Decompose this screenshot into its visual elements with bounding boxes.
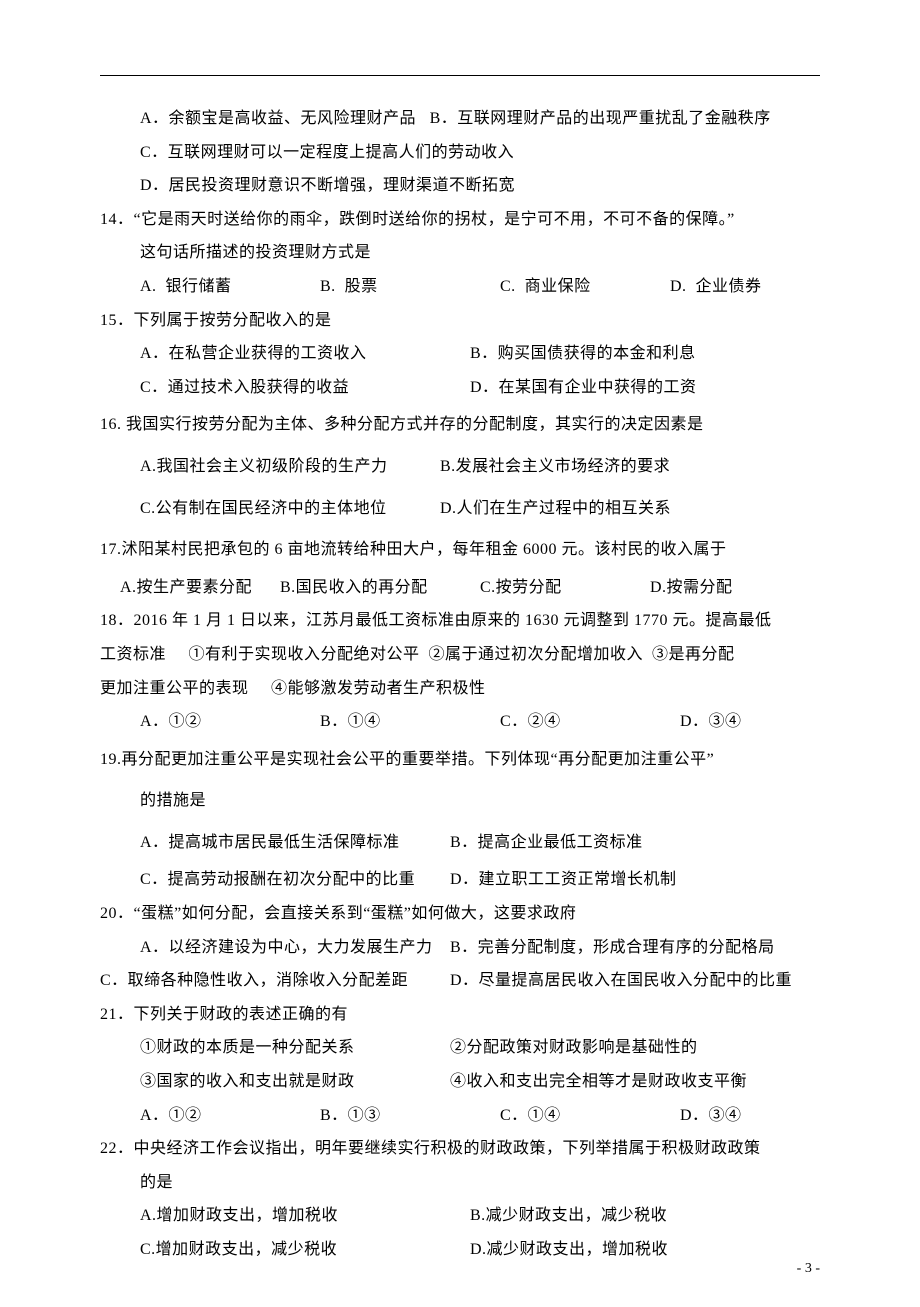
q14-stem-2: 这句话所描述的投资理财方式是 bbox=[100, 236, 820, 270]
q14-opt-b: B. 股票 bbox=[320, 270, 500, 304]
q19-opt-d: D．建立职工工资正常增长机制 bbox=[450, 871, 677, 888]
q15-opt-d: D．在某国有企业中获得的工资 bbox=[470, 379, 697, 396]
q15-row-cd: C．通过技术入股获得的收益D．在某国有企业中获得的工资 bbox=[100, 371, 820, 405]
q19-opt-b: B．提高企业最低工资标准 bbox=[450, 834, 643, 851]
q20-opt-b: B．完善分配制度，形成合理有序的分配格局 bbox=[450, 939, 775, 956]
q15-row-ab: A．在私营企业获得的工资收入B．购买国债获得的本金和利息 bbox=[100, 337, 820, 371]
q22-opt-d: D.减少财政支出，增加税收 bbox=[470, 1241, 668, 1258]
top-rule bbox=[100, 75, 820, 76]
q21-opt-d: D．③④ bbox=[680, 1099, 742, 1133]
q18-stem-2: 工资标准 ①有利于实现收入分配绝对公平 ②属于通过初次分配增加收入 ③是再分配 bbox=[100, 638, 820, 672]
q20-row-ab: A．以经济建设为中心，大力发展生产力B．完善分配制度，形成合理有序的分配格局 bbox=[100, 931, 820, 965]
q17-opt-d: D.按需分配 bbox=[650, 579, 733, 596]
q19-row-ab: A．提高城市居民最低生活保障标准B．提高企业最低工资标准 bbox=[100, 822, 820, 864]
q18-opt-c: C．②④ bbox=[500, 705, 680, 739]
q21-o1: ①财政的本质是一种分配关系 bbox=[140, 1031, 450, 1065]
q17-opt-c: C.按劳分配 bbox=[480, 571, 650, 605]
q16-row-cd: C.公有制在国民经济中的主体地位D.人们在生产过程中的相互关系 bbox=[100, 488, 820, 530]
q18-stem-1: 18．2016 年 1 月 1 日以来，江苏月最低工资标准由原来的 1630 元… bbox=[100, 604, 820, 638]
q15-opt-b: B．购买国债获得的本金和利息 bbox=[470, 345, 696, 362]
q16-opt-b: B.发展社会主义市场经济的要求 bbox=[440, 458, 670, 475]
q22-opt-b: B.减少财政支出，减少税收 bbox=[470, 1207, 667, 1224]
q14-stem-1: 14．“它是雨天时送给你的雨伞，跌倒时送给你的拐杖，是宁可不用，不可不备的保障。… bbox=[100, 203, 820, 237]
q19-stem-2: 的措施是 bbox=[100, 780, 820, 822]
q21-opt-a: A．①② bbox=[140, 1099, 320, 1133]
q19-opt-c: C．提高劳动报酬在初次分配中的比重 bbox=[140, 863, 450, 897]
q22-row-cd: C.增加财政支出，减少税收D.减少财政支出，增加税收 bbox=[100, 1233, 820, 1267]
q21-stem: 21．下列关于财政的表述正确的有 bbox=[100, 998, 820, 1032]
q18-opt-a: A．①② bbox=[140, 705, 320, 739]
q21-options: A．①② B．①③ C．①④ D．③④ bbox=[100, 1099, 820, 1133]
q18-options: A．①② B．①④ C．②④ D．③④ bbox=[100, 705, 820, 739]
q21-o3: ③国家的收入和支出就是财政 bbox=[140, 1065, 450, 1099]
q22-stem-2: 的是 bbox=[100, 1166, 820, 1200]
q21-row-34: ③国家的收入和支出就是财政④收入和支出完全相等才是财政收支平衡 bbox=[100, 1065, 820, 1099]
q19-stem-1: 19.再分配更加注重公平是实现社会公平的重要举措。下列体现“再分配更加注重公平” bbox=[100, 739, 820, 781]
q14-opt-a: A. 银行储蓄 bbox=[140, 270, 320, 304]
q17-opt-b: B.国民收入的再分配 bbox=[280, 571, 480, 605]
q14-opt-c: C. 商业保险 bbox=[500, 270, 670, 304]
q20-row-cd: C．取缔各种隐性收入，消除收入分配差距D．尽量提高居民收入在国民收入分配中的比重 bbox=[100, 964, 820, 998]
q13-opt-d: D．居民投资理财意识不断增强，理财渠道不断拓宽 bbox=[100, 169, 820, 203]
q18-opt-d: D．③④ bbox=[680, 705, 742, 739]
q17-stem: 17.沭阳某村民把承包的 6 亩地流转给种田大户，每年租金 6000 元。该村民… bbox=[100, 529, 820, 571]
q16-opt-c: C.公有制在国民经济中的主体地位 bbox=[140, 488, 440, 530]
q13-opt-a: A．余额宝是高收益、无风险理财产品 bbox=[140, 110, 416, 127]
q14-opt-d: D. 企业债券 bbox=[670, 270, 762, 304]
q22-opt-a: A.增加财政支出，增加税收 bbox=[140, 1199, 470, 1233]
q15-stem: 15．下列属于按劳分配收入的是 bbox=[100, 304, 820, 338]
q22-stem-1: 22．中央经济工作会议指出，明年要继续实行积极的财政政策，下列举措属于积极财政政… bbox=[100, 1132, 820, 1166]
q17-opt-a: A.按生产要素分配 bbox=[120, 571, 280, 605]
q16-opt-a: A.我国社会主义初级阶段的生产力 bbox=[140, 446, 440, 488]
q13-opt-b: B．互联网理财产品的出现严重扰乱了金融秩序 bbox=[430, 110, 771, 127]
q13-opt-c: C．互联网理财可以一定程度上提高人们的劳动收入 bbox=[100, 136, 820, 170]
q20-opt-d: D．尽量提高居民收入在国民收入分配中的比重 bbox=[450, 972, 792, 989]
q18-stem-3: 更加注重公平的表现 ④能够激发劳动者生产积极性 bbox=[100, 672, 820, 706]
q16-opt-d: D.人们在生产过程中的相互关系 bbox=[440, 500, 671, 517]
q21-opt-b: B．①③ bbox=[320, 1099, 500, 1133]
q22-opt-c: C.增加财政支出，减少税收 bbox=[140, 1233, 470, 1267]
q21-row-12: ①财政的本质是一种分配关系②分配政策对财政影响是基础性的 bbox=[100, 1031, 820, 1065]
q16-stem: 16. 我国实行按劳分配为主体、多种分配方式并存的分配制度，其实行的决定因素是 bbox=[100, 404, 820, 446]
q21-o4: ④收入和支出完全相等才是财政收支平衡 bbox=[450, 1073, 747, 1090]
q13-row-ab: A．余额宝是高收益、无风险理财产品 B．互联网理财产品的出现严重扰乱了金融秩序 bbox=[100, 102, 820, 136]
q19-row-cd: C．提高劳动报酬在初次分配中的比重D．建立职工工资正常增长机制 bbox=[100, 863, 820, 897]
q21-o2: ②分配政策对财政影响是基础性的 bbox=[450, 1039, 698, 1056]
q18-opt-b: B．①④ bbox=[320, 705, 500, 739]
q15-opt-c: C．通过技术入股获得的收益 bbox=[140, 371, 470, 405]
q14-options: A. 银行储蓄 B. 股票 C. 商业保险 D. 企业债券 bbox=[100, 270, 820, 304]
q20-opt-c: C．取缔各种隐性收入，消除收入分配差距 bbox=[100, 964, 450, 998]
q20-stem: 20．“蛋糕”如何分配，会直接关系到“蛋糕”如何做大，这要求政府 bbox=[100, 897, 820, 931]
q21-opt-c: C．①④ bbox=[500, 1099, 680, 1133]
q15-opt-a: A．在私营企业获得的工资收入 bbox=[140, 337, 470, 371]
document-page: A．余额宝是高收益、无风险理财产品 B．互联网理财产品的出现严重扰乱了金融秩序 … bbox=[0, 0, 920, 1307]
q20-opt-a: A．以经济建设为中心，大力发展生产力 bbox=[140, 931, 450, 965]
page-number: - 3 - bbox=[797, 1261, 820, 1277]
q22-row-ab: A.增加财政支出，增加税收B.减少财政支出，减少税收 bbox=[100, 1199, 820, 1233]
q19-opt-a: A．提高城市居民最低生活保障标准 bbox=[140, 822, 450, 864]
q16-row-ab: A.我国社会主义初级阶段的生产力B.发展社会主义市场经济的要求 bbox=[100, 446, 820, 488]
q17-options: A.按生产要素分配B.国民收入的再分配C.按劳分配D.按需分配 bbox=[100, 571, 820, 605]
